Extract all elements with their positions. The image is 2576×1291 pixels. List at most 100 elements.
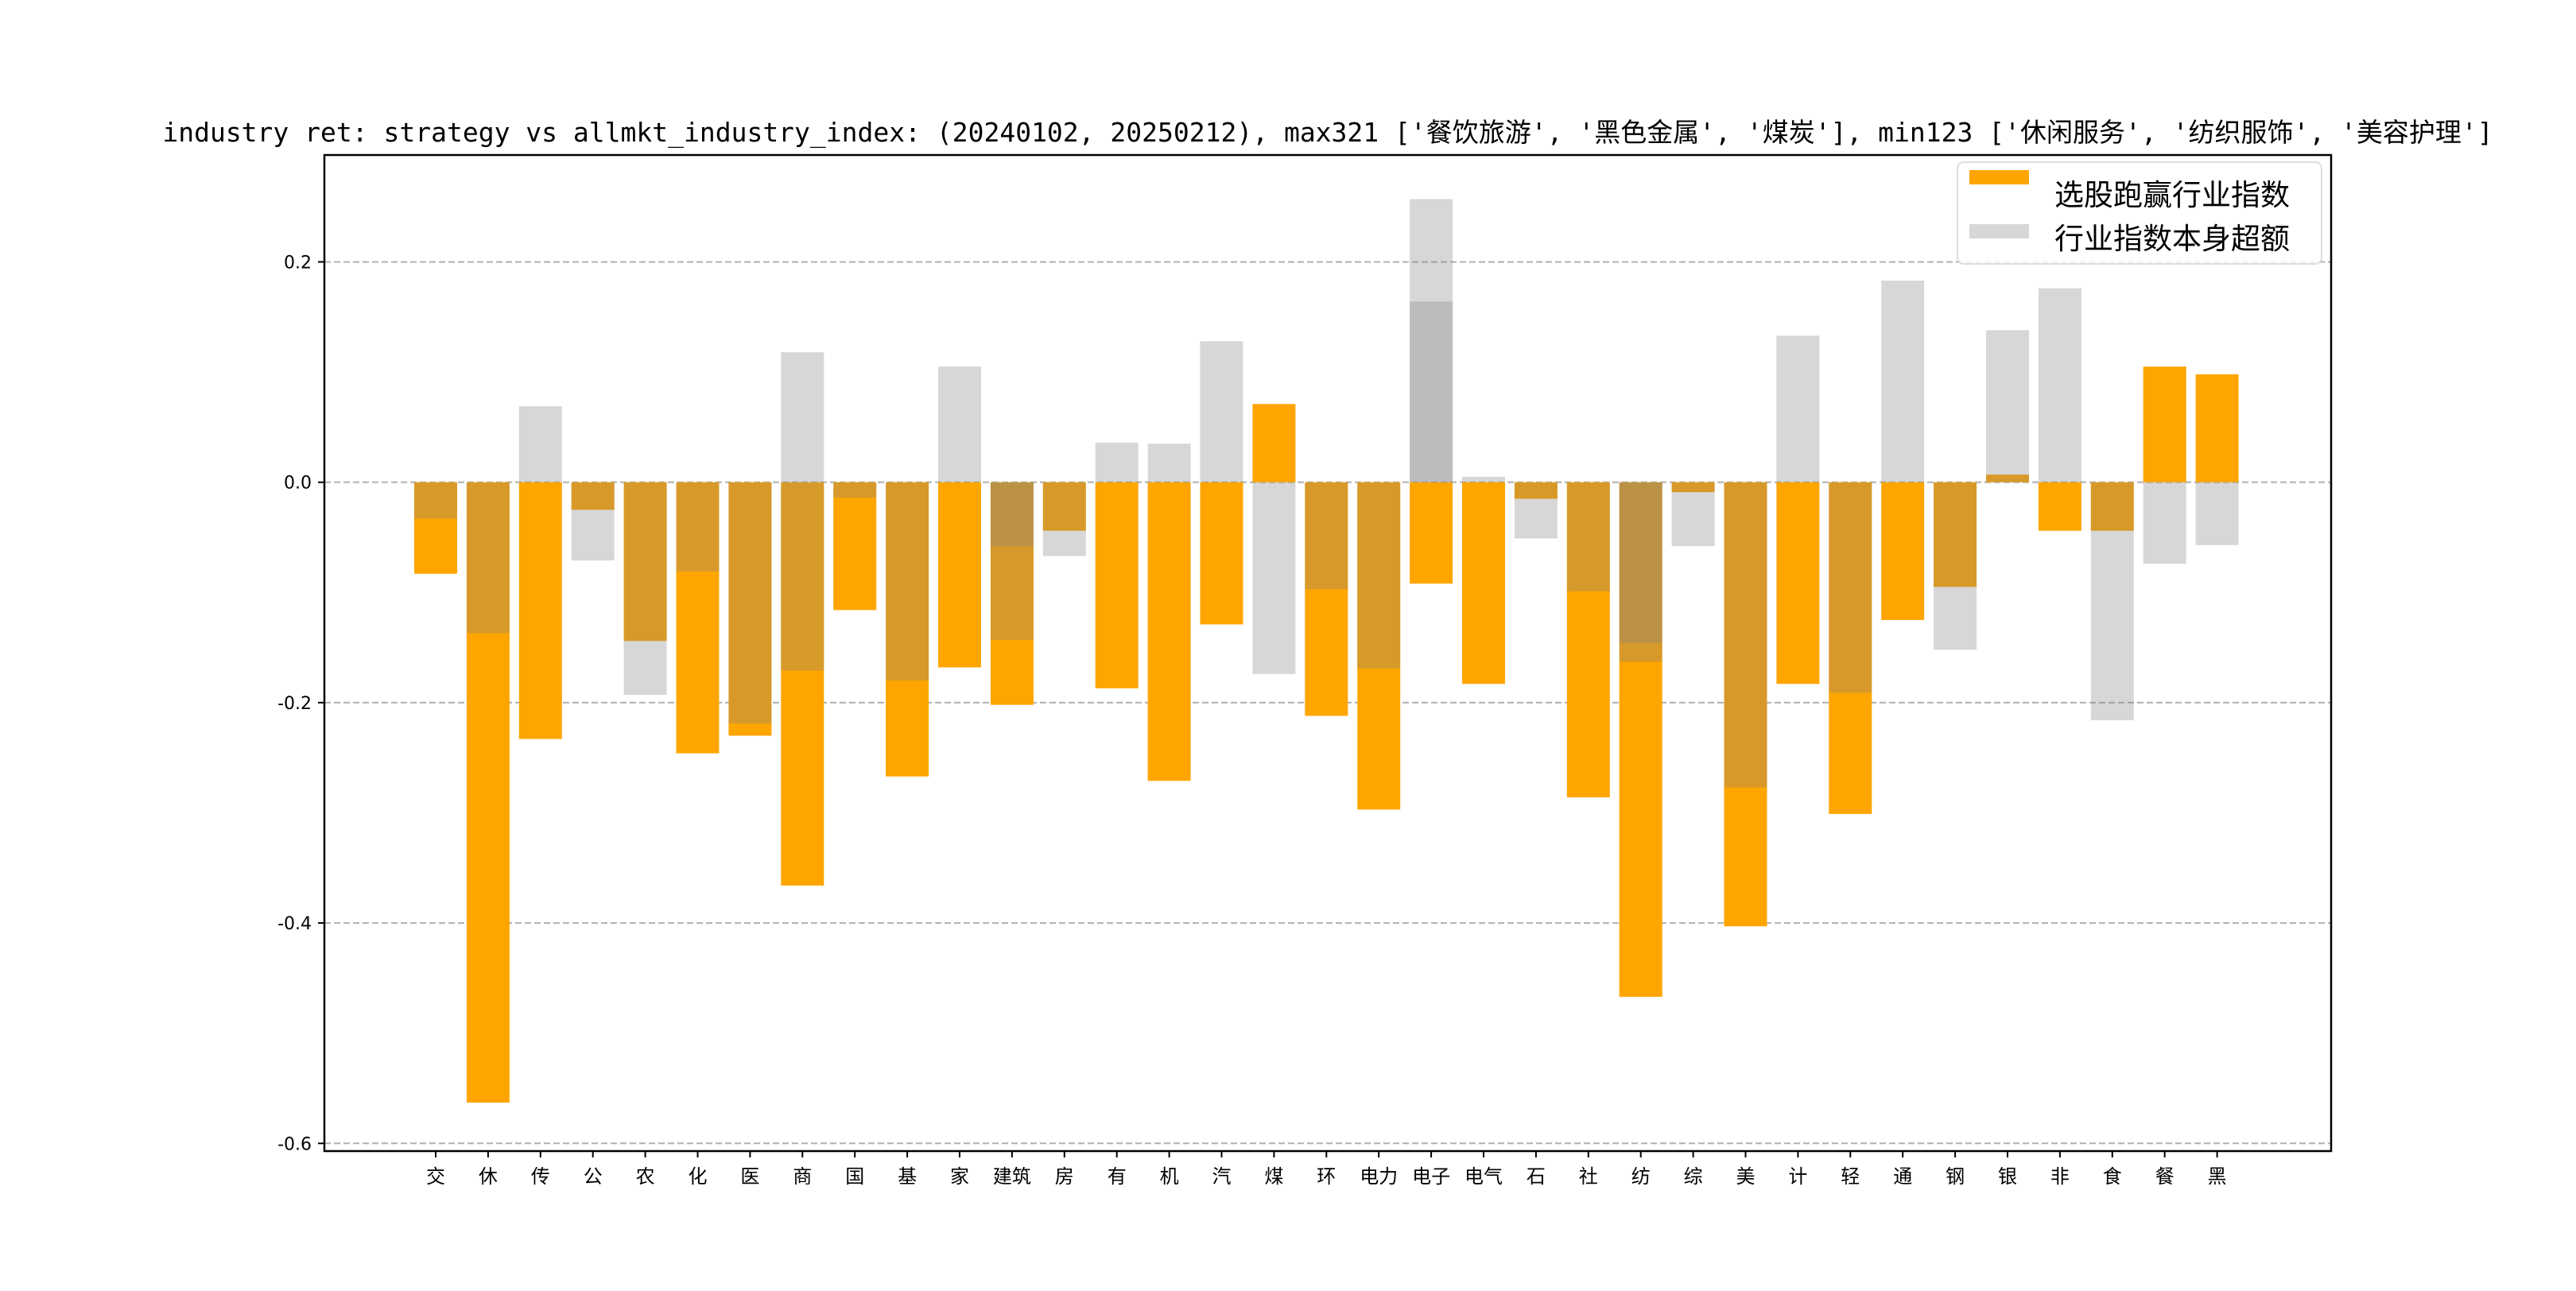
chart-title: industry ret: strategy vs allmkt_industr…: [162, 117, 2493, 149]
bar-strategy: [1252, 404, 1296, 483]
bar-strategy: [728, 482, 772, 736]
bar-strategy: [466, 482, 510, 1103]
bar-strategy: [2090, 482, 2134, 531]
bar-index-excess: [1042, 482, 1086, 556]
bar-index-excess: [571, 482, 615, 561]
bar-strategy: [518, 482, 562, 739]
x-tick-label: 石: [1527, 1165, 1546, 1188]
bar-index-excess: [2143, 482, 2186, 564]
x-tick-label: 医: [740, 1165, 759, 1188]
bar-index-excess: [2038, 288, 2081, 483]
bar-strategy: [623, 482, 667, 642]
x-tick-label: 电气: [1465, 1165, 1503, 1188]
x-tick-label: 家: [950, 1165, 969, 1188]
y-tick-label: 0.0: [284, 474, 312, 494]
bar-index-excess: [938, 366, 981, 483]
bar-index-excess: [1829, 482, 1872, 693]
bar-strategy: [676, 482, 720, 754]
x-tick-label: 美: [1736, 1165, 1755, 1188]
bar-strategy: [571, 482, 615, 510]
bar-strategy: [1200, 482, 1243, 625]
bar-strategy: [1724, 482, 1767, 927]
x-tick-label: 社: [1579, 1165, 1598, 1188]
bar-index-excess: [1671, 482, 1715, 547]
x-tick-label: 钢: [1946, 1165, 1965, 1188]
x-tick-label: 轻: [1841, 1165, 1860, 1188]
x-tick-label: 计: [1788, 1165, 1807, 1188]
bar-strategy: [1934, 482, 1977, 587]
bar-index-excess: [518, 406, 562, 483]
bar-index-excess: [1200, 341, 1243, 483]
bar-strategy: [1619, 482, 1662, 997]
x-tick-label: 黑: [2208, 1165, 2227, 1188]
x-tick-label: 有: [1108, 1165, 1127, 1188]
legend-label-strategy: 选股跑赢行业指数: [2054, 178, 2290, 212]
bar-index-excess: [1986, 330, 2029, 483]
x-tick-label: 电子: [1412, 1165, 1450, 1188]
x-tick-label: 传: [531, 1165, 550, 1188]
y-tick-label: 0.2: [284, 253, 312, 273]
x-tick-label: 化: [689, 1165, 708, 1188]
y-tick-label: -0.2: [277, 694, 312, 714]
bar-index-excess: [414, 482, 457, 519]
x-tick-label: 建筑: [993, 1165, 1031, 1188]
bar-index-excess: [833, 482, 877, 498]
legend-swatch-strategy: [1969, 170, 2029, 184]
bar-index-excess: [1305, 482, 1348, 590]
bar-index-excess: [1776, 335, 1820, 483]
bar-strategy: [1986, 474, 2029, 483]
x-tick-label: 非: [2050, 1165, 2070, 1188]
bar-index-excess: [886, 482, 929, 681]
x-tick-label: 农: [636, 1165, 655, 1188]
y-tick-label: -0.4: [277, 914, 312, 934]
bar-strategy: [1305, 482, 1348, 716]
legend-swatch-index-excess: [1969, 224, 2029, 238]
bar-strategy: [414, 482, 457, 574]
bar-strategy: [2195, 374, 2239, 483]
bar-strategy: [2143, 366, 2186, 483]
x-tick-label: 综: [1684, 1165, 1703, 1188]
bar-strategy: [1671, 482, 1715, 493]
y-axis-ticks: 0.2 0.0 -0.2 -0.4 -0.6: [277, 253, 324, 1154]
x-tick-label: 休: [479, 1165, 498, 1188]
bar-strategy: [1357, 482, 1401, 810]
x-tick-label: 汽: [1212, 1165, 1232, 1188]
bar-index-excess: [781, 352, 824, 483]
bar-strategy: [1095, 482, 1139, 688]
x-tick-label: 商: [793, 1165, 812, 1188]
bar-index-excess: [1252, 482, 1296, 674]
bars: [414, 199, 2239, 1103]
bar-strategy: [2038, 482, 2081, 531]
bar-strategy: [781, 482, 824, 886]
bar-strategy: [1042, 482, 1086, 531]
bar-index-excess: [466, 482, 510, 634]
bar-strategy: [1881, 482, 1925, 620]
plot-frame: [323, 153, 2333, 1153]
x-tick-label: 通: [1893, 1165, 1912, 1188]
bar-strategy: [1410, 482, 1453, 584]
bar-strategy: [1514, 482, 1558, 499]
legend-box: [1957, 161, 2322, 265]
bar-index-excess: [2090, 482, 2134, 721]
bar-index-excess: [1514, 482, 1558, 539]
x-tick-label: 餐: [2155, 1165, 2174, 1188]
bar-index-excess: [676, 482, 720, 572]
x-tick-label: 电力: [1360, 1165, 1398, 1188]
bar-strategy: [1462, 482, 1505, 684]
bar-index-excess: [1619, 482, 1662, 662]
x-tick-label: 交: [426, 1165, 445, 1188]
bar-index-excess: [728, 482, 772, 724]
bar-strategy: [1566, 482, 1610, 798]
x-axis-ticks: 交 休 传 公 农 化 医 商 国 基 家 建筑 房 有 机 汽 煤 环 电力 电子 电气 石 社 纺 综 美 计 轻 通 钢 银 非 食 餐 黑: [426, 1151, 2227, 1188]
bar-index-excess: [1462, 476, 1505, 483]
bar-index-excess: [2195, 482, 2239, 545]
x-tick-label: 公: [584, 1165, 603, 1188]
bar-index-excess: [623, 482, 667, 696]
bar-index-excess: [1357, 482, 1401, 669]
legend-label-index-excess: 行业指数本身超额: [2054, 222, 2290, 256]
bar-index-excess: [1619, 482, 1662, 644]
x-tick-label: 机: [1160, 1165, 1179, 1188]
legend: 选股跑赢行业指数 行业指数本身超额: [1957, 161, 2322, 265]
bar-strategy: [833, 482, 877, 611]
